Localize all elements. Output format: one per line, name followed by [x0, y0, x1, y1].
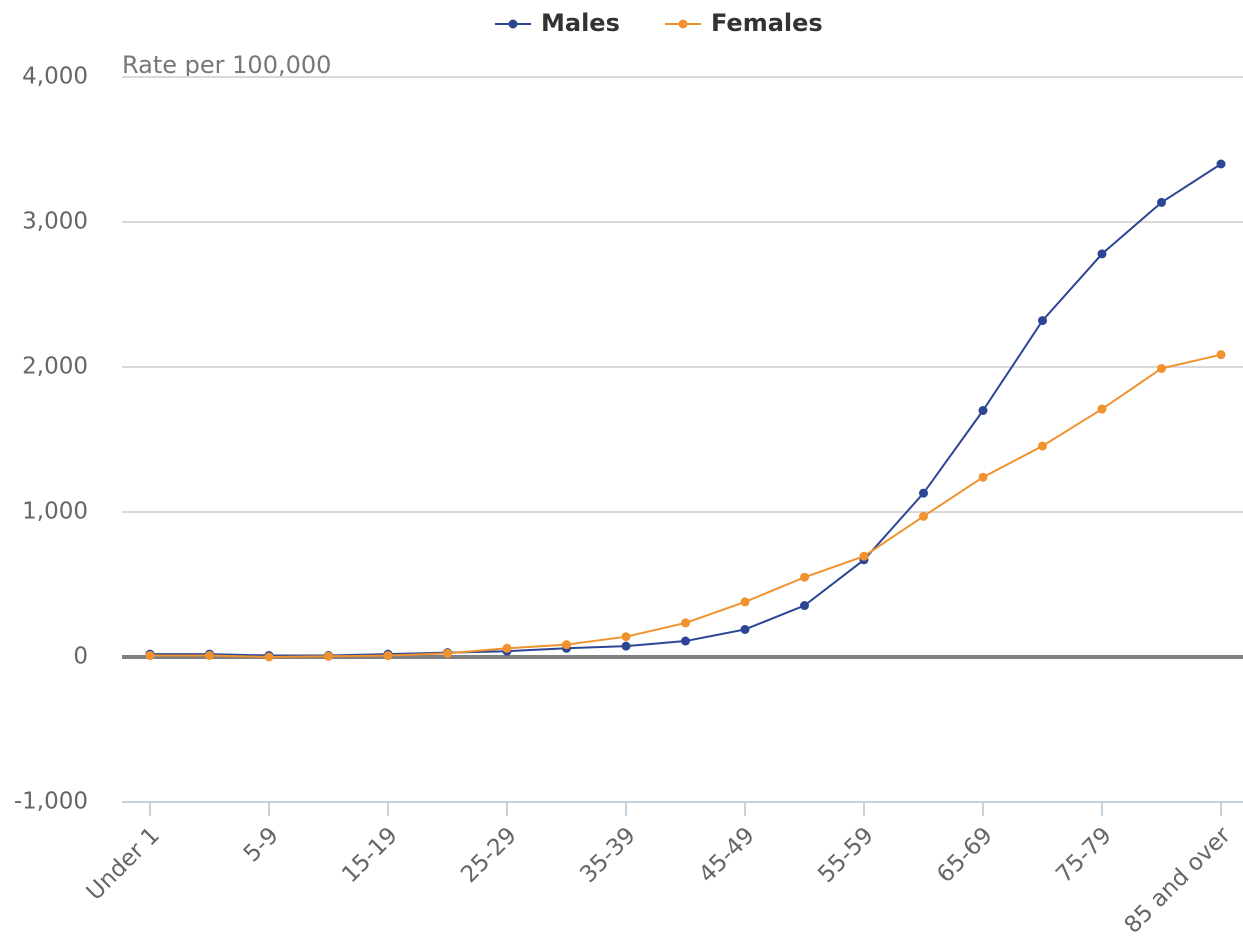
data-point — [621, 641, 631, 651]
data-point — [800, 601, 809, 611]
data-point — [681, 636, 690, 646]
data-point — [1216, 159, 1226, 169]
data-point — [1097, 404, 1107, 414]
data-point — [562, 640, 571, 650]
y-tick-label: -1,000 — [14, 789, 88, 815]
legend-marker — [678, 19, 688, 29]
x-tick-label: 5-9 — [239, 822, 284, 867]
data-point — [621, 632, 631, 642]
data-point — [1097, 249, 1107, 259]
data-point — [1157, 197, 1166, 207]
series-line — [150, 353, 1222, 659]
x-tick-label: 55-59 — [813, 822, 879, 888]
legend-label: Males — [541, 9, 620, 37]
legend-label: Females — [711, 9, 823, 37]
data-point — [264, 652, 274, 662]
data-point — [740, 597, 750, 607]
x-tick-label: 65-69 — [932, 822, 998, 888]
data-point — [919, 511, 928, 521]
data-point — [145, 651, 155, 661]
data-point — [1038, 441, 1047, 451]
y-tick-label: 2,000 — [22, 354, 88, 380]
data-point — [383, 651, 393, 661]
data-point — [978, 472, 988, 482]
data-point — [324, 651, 333, 661]
data-point — [205, 651, 214, 661]
x-tick-label: 75-79 — [1051, 822, 1117, 888]
data-point — [1038, 316, 1047, 326]
data-point — [800, 572, 809, 582]
series-line — [150, 163, 1222, 657]
x-tick-label: 85 and over — [1120, 822, 1237, 939]
y-tick-label: 3,000 — [22, 209, 88, 235]
y-axis-title: Rate per 100,000 — [122, 51, 331, 79]
data-point — [859, 551, 869, 561]
x-tick-label: 45-49 — [694, 822, 760, 888]
data-point — [740, 624, 750, 634]
y-tick-label: 4,000 — [22, 64, 88, 90]
data-point — [978, 406, 988, 415]
y-tick-label: 1,000 — [22, 499, 88, 525]
data-point — [1157, 363, 1166, 373]
data-point — [443, 648, 452, 658]
x-tick-label: 15-19 — [337, 822, 403, 888]
x-tick-label: 25-29 — [456, 822, 522, 888]
x-tick-label: 35-39 — [575, 822, 641, 888]
y-tick-label: 0 — [73, 644, 88, 670]
data-point — [502, 643, 512, 653]
data-point — [919, 488, 928, 498]
data-point — [1216, 350, 1226, 360]
x-tick-label: Under 1 — [82, 822, 165, 905]
legend-marker — [508, 19, 518, 29]
data-point — [681, 618, 690, 628]
